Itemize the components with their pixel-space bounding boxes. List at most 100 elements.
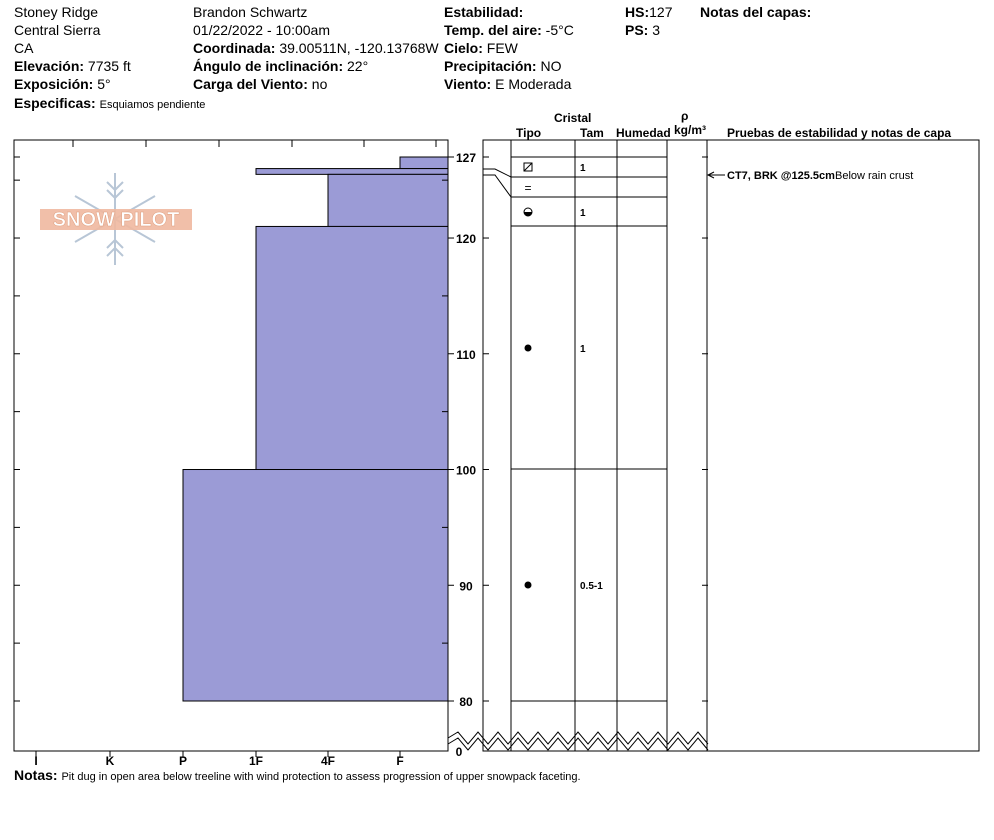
slope-row: Ángulo de inclinación: 22° bbox=[193, 58, 368, 74]
tests-header: Pruebas de estabilidad y notas de capa bbox=[727, 126, 952, 140]
stability-row: Estabilidad: bbox=[444, 4, 523, 20]
sky-row: Cielo: FEW bbox=[444, 40, 518, 56]
depth-label-90: 90 bbox=[459, 579, 473, 593]
ps-label: PS: bbox=[625, 22, 649, 38]
aspect-row: Exposición: 5° bbox=[14, 76, 111, 92]
specifics-value: Esquiamos pendiente bbox=[99, 99, 206, 111]
observer-name: Brandon Schwartz bbox=[193, 4, 308, 20]
precip-row: Precipitación: NO bbox=[444, 58, 561, 74]
hardness-layer-0 bbox=[399, 156, 449, 170]
layer-connector bbox=[483, 174, 512, 198]
depth-label-80: 80 bbox=[459, 695, 473, 709]
rounded-grain-icon bbox=[524, 581, 532, 589]
observation-datetime: 01/22/2022 - 10:00am bbox=[193, 22, 330, 38]
location-name: Stoney Ridge bbox=[14, 4, 99, 20]
notes-label: Notas: bbox=[14, 767, 58, 783]
grain-size-label: 1 bbox=[580, 208, 586, 219]
range-name: Central Sierra bbox=[14, 22, 101, 38]
wind-value: E Moderada bbox=[495, 76, 572, 92]
type-header: Tipo bbox=[516, 126, 542, 140]
depth-axis: 127 120 110 100 90 80 0 bbox=[14, 151, 708, 759]
ps-value: 3 bbox=[652, 22, 661, 38]
size-header: Tam bbox=[580, 126, 604, 140]
layer-connector bbox=[483, 168, 512, 178]
sky-value: FEW bbox=[486, 40, 518, 56]
wind-load-row: Carga del Viento: no bbox=[193, 76, 327, 92]
depth-label-127: 127 bbox=[456, 151, 476, 165]
hardness-label-K: K bbox=[106, 754, 115, 768]
depth-label-100: 100 bbox=[456, 464, 476, 478]
hardness-label-P: P bbox=[179, 754, 187, 768]
density-header: kg/m³ bbox=[674, 123, 707, 137]
logo-text: SNOW PILOT bbox=[53, 209, 180, 231]
depth-label-110: 110 bbox=[456, 348, 476, 362]
wind-label: Viento: bbox=[444, 76, 492, 92]
aspect-label: Exposición: bbox=[14, 76, 94, 92]
crystal-row-2: 1 bbox=[523, 207, 586, 219]
melt-freeze-crust-icon: = bbox=[524, 181, 531, 195]
hardness-layers bbox=[182, 156, 449, 702]
state-name: CA bbox=[14, 40, 34, 56]
crystal-table: 1 = 1 1 0.5-1 bbox=[482, 139, 980, 752]
faceted-fill bbox=[524, 212, 532, 216]
specifics-label: Especificas: bbox=[14, 95, 96, 111]
hardness-layer-3 bbox=[255, 225, 449, 471]
hardness-label-I: I bbox=[34, 754, 37, 768]
rounded-grain-icon bbox=[524, 344, 532, 352]
test-comment: Below rain crust bbox=[835, 170, 914, 182]
grain-size-label: 1 bbox=[580, 163, 586, 174]
precip-value: NO bbox=[540, 58, 562, 74]
notes-row: Notas: Pit dug in open area below treeli… bbox=[14, 767, 581, 785]
axis-break-lower bbox=[447, 737, 709, 751]
faceted-rounded-icon bbox=[523, 162, 533, 172]
elevation-row: Elevación: 7735 ft bbox=[14, 58, 131, 74]
snowpilot-logo: SNOW PILOT bbox=[40, 173, 192, 265]
elevation-label: Elevación: bbox=[14, 58, 85, 74]
air-temp-value: -5°C bbox=[545, 22, 574, 38]
wind-row: Viento: E Moderada bbox=[444, 76, 571, 92]
hardness-layer-2 bbox=[327, 173, 449, 227]
coordinate-value: 39.00511N, -120.13768W bbox=[279, 40, 439, 56]
wind-load-value: no bbox=[311, 76, 328, 92]
stability-label: Estabilidad: bbox=[444, 4, 524, 20]
ps-row: PS: 3 bbox=[625, 22, 660, 38]
hardness-label-4F: 4F bbox=[321, 754, 335, 768]
hardness-label-1F: 1F bbox=[249, 754, 263, 768]
axis-break-upper bbox=[447, 731, 709, 745]
crystal-header: Cristal bbox=[554, 111, 592, 125]
aspect-value: 5° bbox=[97, 76, 111, 92]
hardness-layer-4 bbox=[182, 469, 449, 702]
coordinate-label: Coordinada: bbox=[193, 40, 276, 56]
air-temp-row: Temp. del aire: -5°C bbox=[444, 22, 574, 38]
slope-label: Ángulo de inclinación: bbox=[193, 58, 344, 74]
test-result: CT7, BRK @125.5cm bbox=[727, 170, 835, 182]
hardness-layer-1 bbox=[255, 168, 449, 175]
specifics-row: Especificas: Esquiamos pendiente bbox=[14, 95, 205, 113]
elevation-value: 7735 ft bbox=[87, 58, 131, 74]
moisture-header: Humedad bbox=[616, 126, 671, 140]
slope-value: 22° bbox=[347, 58, 369, 74]
crystal-row-1: = bbox=[524, 181, 531, 195]
hs-label: HS: bbox=[625, 4, 650, 20]
test-note-arrow bbox=[706, 171, 725, 179]
crystal-row-4: 0.5-1 bbox=[524, 581, 603, 592]
notes-text: Pit dug in open area below treeline with… bbox=[61, 771, 581, 783]
grain-size-label: 0.5-1 bbox=[580, 581, 603, 592]
hs-row: HS:127 bbox=[625, 4, 672, 20]
hardness-label-F: F bbox=[396, 754, 403, 768]
precip-label: Precipitación: bbox=[444, 58, 537, 74]
coordinate-row: Coordinada: 39.00511N, -120.13768W bbox=[193, 40, 439, 56]
layer-notes-label: Notas del capas: bbox=[700, 4, 812, 20]
depth-label-bottom: 0 bbox=[456, 745, 463, 759]
air-temp-label: Temp. del aire: bbox=[444, 22, 542, 38]
sky-label: Cielo: bbox=[444, 40, 483, 56]
rho-header: ρ bbox=[681, 109, 689, 123]
table-frame bbox=[482, 139, 980, 752]
faceted-rounded-slash bbox=[523, 162, 533, 172]
crystal-row-0: 1 bbox=[523, 162, 586, 174]
hs-value: 127 bbox=[649, 4, 673, 20]
crystal-row-3: 1 bbox=[524, 344, 586, 355]
hardness-axis: I K P 1F 4F F bbox=[13, 140, 437, 768]
depth-label-120: 120 bbox=[456, 232, 476, 246]
